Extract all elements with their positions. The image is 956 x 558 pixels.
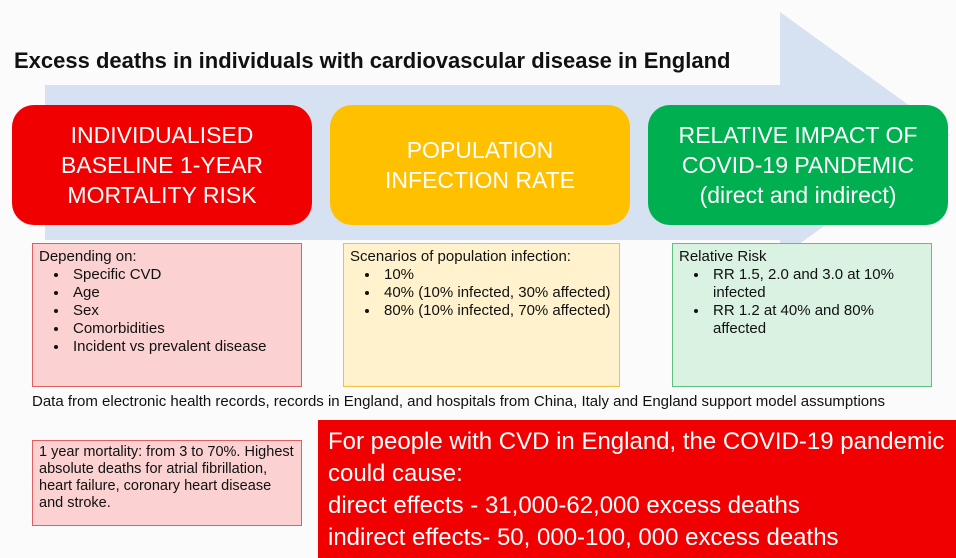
detail-heading: Scenarios of population infection: xyxy=(350,248,571,265)
detail-box: Relative Risk RR 1.5, 2.0 and 3.0 at 10%… xyxy=(672,243,932,387)
detail-item: Sex xyxy=(69,302,295,320)
mortality-note: 1 year mortality: from 3 to 70%. Highest… xyxy=(32,440,302,526)
data-note: Data from electronic health records, rec… xyxy=(32,393,885,410)
detail-list: 10%40% (10% infected, 30% affected)80% (… xyxy=(350,266,613,320)
stage-box: RELATIVE IMPACT OF COVID-19 PANDEMIC (di… xyxy=(648,105,948,225)
detail-item: 40% (10% infected, 30% affected) xyxy=(380,284,613,302)
detail-list: Specific CVDAgeSexComorbiditiesIncident … xyxy=(39,266,295,356)
conclusion-line: For people with CVD in England, the COVI… xyxy=(328,428,945,487)
stage-box: INDIVIDUALISED BASELINE 1-YEAR MORTALITY… xyxy=(12,105,312,225)
conclusion-line: indirect effects- 50, 000-100, 000 exces… xyxy=(328,524,839,551)
conclusion-line: direct effects - 31,000-62,000 excess de… xyxy=(328,492,800,519)
stage-box: POPULATION INFECTION RATE xyxy=(330,105,630,225)
detail-item: RR 1.5, 2.0 and 3.0 at 10% infected xyxy=(709,266,925,302)
detail-item: Specific CVD xyxy=(69,266,295,284)
detail-item: 80% (10% infected, 70% affected) xyxy=(380,302,613,320)
detail-box: Scenarios of population infection: 10%40… xyxy=(343,243,620,387)
detail-list: RR 1.5, 2.0 and 3.0 at 10% infectedRR 1.… xyxy=(679,266,925,338)
conclusion-box: For people with CVD in England, the COVI… xyxy=(318,420,956,558)
detail-item: Comorbidities xyxy=(69,320,295,338)
detail-box: Depending on: Specific CVDAgeSexComorbid… xyxy=(32,243,302,387)
detail-item: Incident vs prevalent disease xyxy=(69,338,295,356)
title: Excess deaths in individuals with cardio… xyxy=(14,48,731,73)
detail-item: 10% xyxy=(380,266,613,284)
detail-heading: Relative Risk xyxy=(679,248,767,265)
detail-heading: Depending on: xyxy=(39,248,137,265)
detail-item: RR 1.2 at 40% and 80% affected xyxy=(709,302,925,338)
detail-item: Age xyxy=(69,284,295,302)
